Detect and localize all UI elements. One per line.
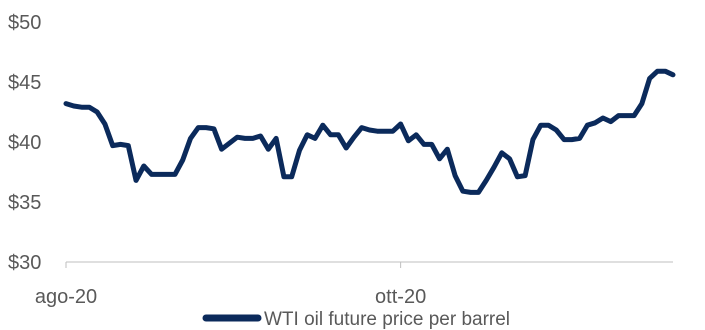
x-tick-label: ago-20 — [35, 286, 97, 308]
y-tick-label: $50 — [8, 12, 41, 34]
y-tick-label: $40 — [8, 132, 41, 154]
y-tick-label: $30 — [8, 252, 41, 274]
y-axis: $30 $35 $40 $45 $50 — [8, 12, 41, 274]
series-layer — [63, 68, 676, 195]
legend: WTI oil future price per barrel — [202, 309, 510, 330]
y-tick-label: $45 — [8, 72, 41, 94]
legend-label: WTI oil future price per barrel — [264, 309, 510, 330]
y-tick-label: $35 — [8, 192, 41, 214]
series-line-wti — [63, 68, 676, 195]
x-axis: ago-20 ott-20 — [35, 262, 426, 308]
x-tick-label: ott-20 — [375, 286, 426, 308]
